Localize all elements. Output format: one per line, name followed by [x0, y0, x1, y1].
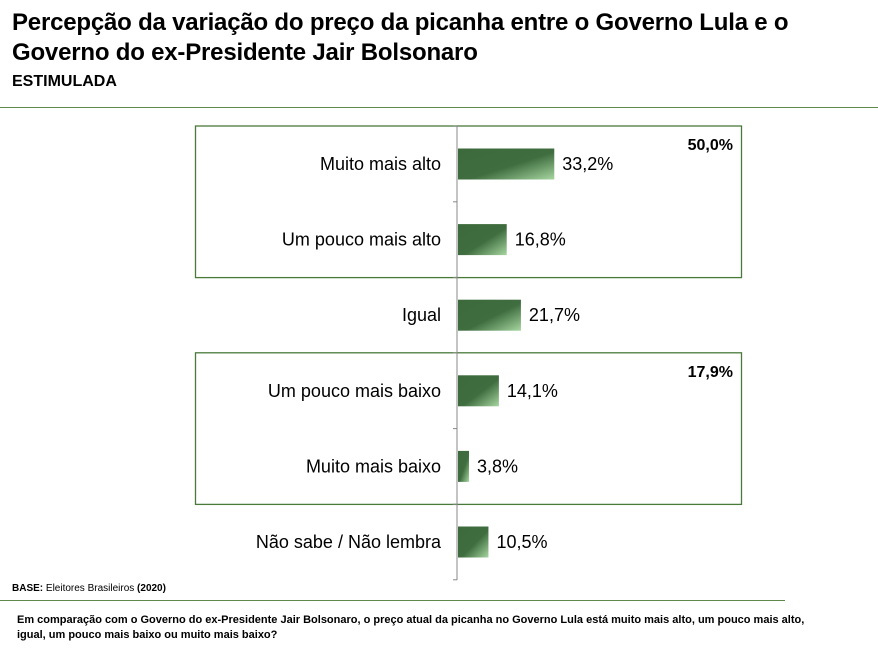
base-text: Eleitores Brasileiros: [43, 583, 138, 594]
value-label: 21,7%: [529, 305, 580, 325]
category-label: Igual: [402, 305, 441, 325]
chart-subtitle: ESTIMULADA: [12, 73, 117, 90]
category-label: Muito mais baixo: [306, 456, 441, 476]
chart-title: Percepção da variação do preço da picanh…: [12, 9, 789, 66]
group-box: [194, 352, 743, 506]
value-label: 14,1%: [507, 381, 558, 401]
bar-chart: 50,0% 17,9% Muito mais alto 33,2% Um pouco …: [194, 125, 743, 581]
category-label: Um pouco mais alto: [282, 230, 441, 250]
base-label: BASE:: [12, 583, 44, 594]
group-total-label: 50,0%: [688, 137, 733, 154]
bottom-divider: [0, 600, 785, 601]
bar: [458, 299, 521, 331]
survey-question: Em comparação com o Governo do ex-Presid…: [17, 614, 805, 641]
value-label: 16,8%: [515, 230, 566, 250]
value-label: 3,8%: [477, 456, 518, 476]
base-year: (2020): [137, 583, 166, 594]
group-box: [194, 125, 743, 279]
value-label: 10,5%: [496, 532, 547, 552]
bar: [458, 148, 555, 180]
value-label: 33,2%: [562, 154, 613, 174]
category-label: Um pouco mais baixo: [268, 381, 441, 401]
group-total-label: 17,9%: [688, 364, 733, 381]
bar: [458, 450, 470, 482]
bar: [458, 375, 499, 407]
base-note: BASE: Eleitores Brasileiros (2020): [12, 583, 166, 594]
category-label: Muito mais alto: [320, 154, 441, 174]
category-label: Não sabe / Não lembra: [256, 532, 442, 552]
bar: [458, 526, 489, 558]
top-divider: [0, 107, 878, 108]
bar: [458, 224, 507, 256]
